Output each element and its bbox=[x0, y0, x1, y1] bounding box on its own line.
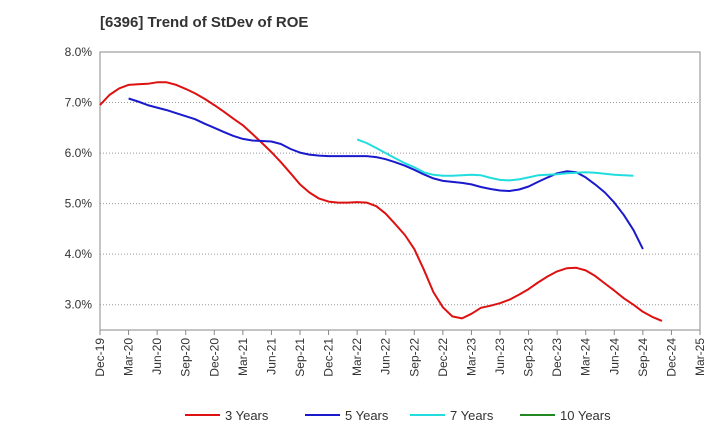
chart-title: [6396] Trend of StDev of ROE bbox=[100, 14, 309, 31]
x-tick-label: Jun-21 bbox=[264, 338, 278, 375]
x-tick-label: Dec-23 bbox=[550, 338, 564, 377]
x-tick-label: Mar-21 bbox=[236, 338, 250, 376]
x-tick-label: Sep-24 bbox=[636, 338, 650, 377]
y-tick-label: 5.0% bbox=[65, 197, 93, 211]
x-tick-label: Dec-21 bbox=[322, 338, 336, 377]
x-tick-label: Dec-19 bbox=[93, 338, 107, 377]
x-tick-label: Sep-20 bbox=[179, 338, 193, 377]
x-tick-label: Sep-22 bbox=[407, 338, 421, 377]
legend-label: 3 Years bbox=[225, 408, 269, 423]
y-tick-label: 8.0% bbox=[65, 45, 93, 59]
y-tick-label: 4.0% bbox=[65, 247, 93, 261]
legend-label: 10 Years bbox=[560, 408, 611, 423]
series-line-3-years bbox=[99, 81, 663, 322]
y-tick-label: 3.0% bbox=[65, 298, 93, 312]
plot-frame bbox=[99, 51, 701, 331]
legend-label: 5 Years bbox=[345, 408, 389, 423]
x-tick-label: Mar-25 bbox=[693, 338, 707, 376]
x-tick-label: Dec-20 bbox=[207, 338, 221, 377]
x-tick-label: Sep-23 bbox=[522, 338, 536, 377]
y-tick-label: 6.0% bbox=[65, 146, 93, 160]
legend-label: 7 Years bbox=[450, 408, 494, 423]
x-tick-label: Dec-24 bbox=[664, 338, 678, 377]
x-tick-label: Jun-20 bbox=[150, 338, 164, 375]
x-tick-label: Mar-20 bbox=[122, 338, 136, 376]
x-tick-label: Mar-23 bbox=[464, 338, 478, 376]
series-line-7-years bbox=[356, 138, 634, 182]
x-tick-label: Mar-22 bbox=[350, 338, 364, 376]
x-tick-label: Jun-22 bbox=[379, 338, 393, 375]
x-tick-label: Jun-23 bbox=[493, 338, 507, 375]
x-tick-label: Sep-21 bbox=[293, 338, 307, 377]
x-tick-label: Jun-24 bbox=[607, 338, 621, 375]
x-tick-label: Dec-22 bbox=[436, 338, 450, 377]
x-tick-label: Mar-24 bbox=[579, 338, 593, 376]
y-tick-label: 7.0% bbox=[65, 96, 93, 110]
